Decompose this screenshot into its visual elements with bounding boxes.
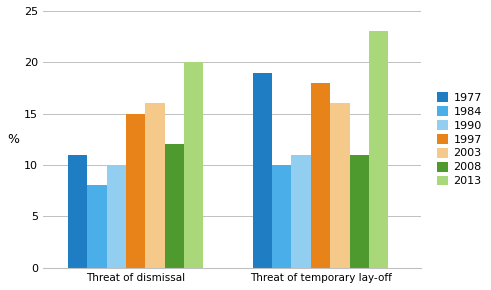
Bar (311, 83, 330, 267)
Bar (350, 155, 369, 267)
Bar (330, 103, 350, 267)
Bar (253, 72, 272, 267)
Bar (292, 155, 311, 267)
Bar (145, 103, 164, 267)
Bar (184, 62, 203, 267)
Y-axis label: %: % (7, 133, 19, 146)
Bar (369, 32, 388, 267)
Bar (107, 165, 126, 267)
Bar (272, 165, 292, 267)
Bar (126, 114, 145, 267)
Bar (164, 144, 184, 267)
Bar (68, 155, 87, 267)
Bar (87, 185, 107, 267)
Legend: 1977, 1984, 1990, 1997, 2003, 2008, 2013: 1977, 1984, 1990, 1997, 2003, 2008, 2013 (435, 90, 484, 188)
